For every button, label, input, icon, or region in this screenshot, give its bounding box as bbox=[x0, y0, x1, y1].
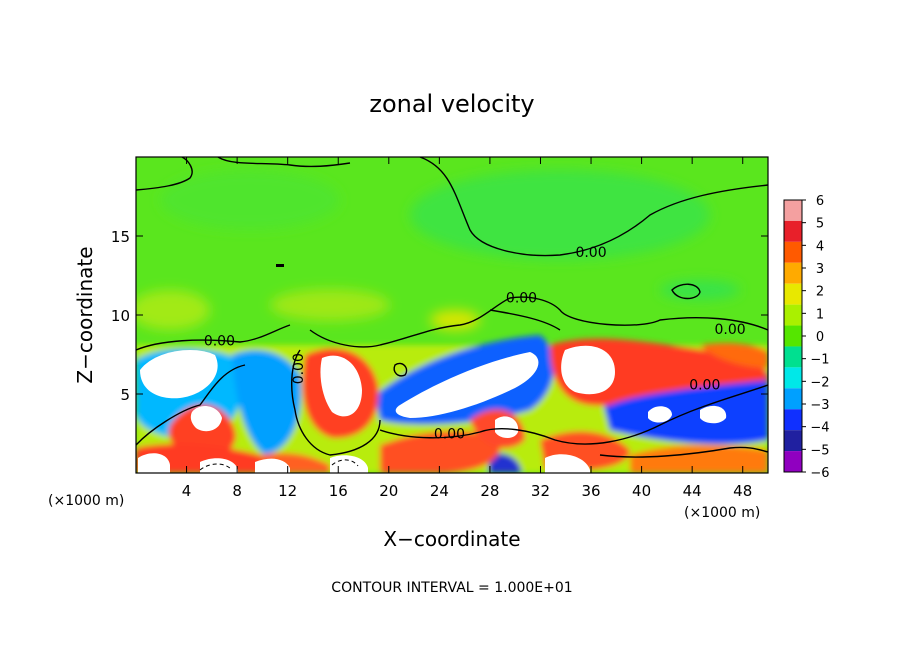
x-tick-label: 28 bbox=[480, 482, 499, 500]
x-tick-label: 44 bbox=[683, 482, 702, 500]
x-axis-ticks: 4 8 12 16 20 24 28 32 36 40 44 48 bbox=[182, 157, 752, 500]
x-unit-label-right: (×1000 m) bbox=[684, 505, 760, 521]
x-tick-label: 4 bbox=[182, 482, 192, 500]
contour-label-text: 0.00 bbox=[204, 333, 235, 349]
colorbar-swatch bbox=[784, 220, 802, 242]
y-axis-ticks: 5 10 15 bbox=[111, 228, 768, 404]
y-axis-label: Z−coordinate bbox=[73, 246, 97, 383]
colorbar-label: 5 bbox=[816, 217, 824, 232]
colorbar-label: 1 bbox=[816, 307, 824, 322]
contour-label: 0.00 bbox=[689, 378, 720, 394]
colorbar-label: −4 bbox=[810, 421, 829, 436]
x-tick-label: 48 bbox=[733, 482, 752, 500]
colorbar-swatch bbox=[784, 262, 802, 284]
colorbar-label: 3 bbox=[816, 262, 824, 277]
colorbar-label: 2 bbox=[816, 285, 824, 300]
plot-area bbox=[136, 157, 768, 473]
contour-label-text: 0.00 bbox=[291, 353, 307, 384]
contour-labels: 0.00 0.00 0.00 0.00 0.00 0.00 0.00 bbox=[204, 245, 746, 443]
contour-label-text: 0.00 bbox=[714, 322, 745, 338]
x-tick-label: 24 bbox=[430, 482, 449, 500]
colorbar-label: −1 bbox=[810, 353, 829, 368]
x-tick-label: 40 bbox=[632, 482, 651, 500]
contour-label: 0.00 bbox=[575, 245, 606, 261]
x-axis-label: X−coordinate bbox=[383, 527, 520, 551]
colorbar-label: −5 bbox=[810, 443, 829, 458]
contour-label-text: 0.00 bbox=[506, 291, 537, 307]
colorbar-swatch bbox=[784, 325, 802, 347]
colorbar-swatch bbox=[784, 430, 802, 452]
y-tick-label: 10 bbox=[111, 307, 130, 325]
contour-label-text: 0.00 bbox=[689, 378, 720, 394]
x-tick-label: 12 bbox=[278, 482, 297, 500]
colorbar-swatch bbox=[784, 304, 802, 326]
colorbar-label: −3 bbox=[810, 398, 829, 413]
x-tick-label: 16 bbox=[329, 482, 348, 500]
colorbar-label: −2 bbox=[810, 375, 829, 390]
contour-label: 0.00 bbox=[434, 427, 465, 443]
x-tick-label: 20 bbox=[379, 482, 398, 500]
colorbar-swatch bbox=[784, 200, 802, 221]
colorbar-label: 4 bbox=[816, 239, 824, 254]
contour-interval-footnote: CONTOUR INTERVAL = 1.000E+01 bbox=[331, 580, 572, 596]
colorbar-swatch bbox=[784, 409, 802, 431]
y-tick-label: 5 bbox=[120, 386, 130, 404]
x-tick-label: 8 bbox=[232, 482, 242, 500]
x-tick-label: 36 bbox=[581, 482, 600, 500]
colorbar-swatch bbox=[784, 451, 802, 472]
x-tick-label: 32 bbox=[531, 482, 550, 500]
colorbar-swatch bbox=[784, 241, 802, 263]
contour-label: 0.00 bbox=[291, 353, 307, 384]
colorbar-swatch bbox=[784, 367, 802, 389]
y-tick-label: 15 bbox=[111, 228, 130, 246]
contour-label: 0.00 bbox=[714, 322, 745, 338]
contour-label-text: 0.00 bbox=[434, 427, 465, 443]
colorbar-swatch bbox=[784, 346, 802, 368]
contour-label: 0.00 bbox=[506, 291, 537, 307]
colorbar-label: 6 bbox=[816, 194, 824, 209]
colorbar-label: −6 bbox=[810, 466, 829, 481]
colorbar-label: 0 bbox=[816, 330, 824, 345]
colorbar: 6 5 4 3 2 1 0 −1 −2 −3 −4 −5 −6 bbox=[783, 194, 830, 481]
x-unit-label-left: (×1000 m) bbox=[48, 493, 124, 509]
colorbar-swatch bbox=[784, 283, 802, 305]
colorbar-swatch bbox=[784, 388, 802, 410]
contour-label: 0.00 bbox=[204, 333, 235, 349]
contour-label-text: 0.00 bbox=[575, 245, 606, 261]
chart-title: zonal velocity bbox=[369, 90, 534, 118]
